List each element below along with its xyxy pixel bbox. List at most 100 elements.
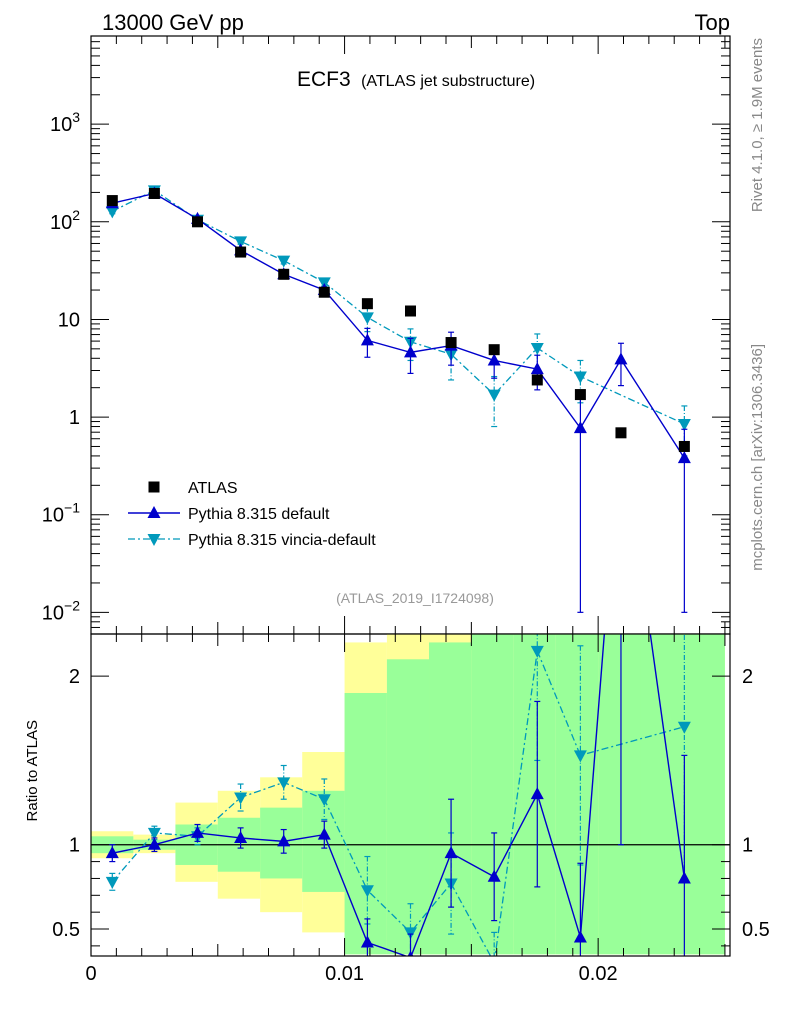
mcplots-label: mcplots.cern.ch [arXiv:1306.3436]	[749, 344, 766, 571]
main-data-layer	[105, 185, 691, 613]
ratio-point-pythia-default	[317, 827, 331, 840]
x-tick-label: 0.01	[325, 963, 364, 985]
legend-marker-atlas	[148, 481, 160, 493]
ratio-point-pythia-vincia	[488, 958, 501, 970]
y-tick-label: 10	[58, 309, 80, 331]
y-tick-label-exponent: 2	[72, 207, 80, 223]
point-pythia-default	[614, 352, 628, 365]
point-pythia-vincia	[573, 371, 587, 384]
ratio-data-layer	[91, 634, 730, 970]
y-tick-label-base: 1	[69, 407, 80, 429]
legend: ATLAS Pythia 8.315 default Pythia 8.315 vi…	[128, 480, 376, 549]
ratio-band-inner	[640, 634, 725, 955]
point-atlas	[278, 268, 290, 280]
ratio-point-pythia-vincia	[105, 876, 119, 889]
point-atlas	[361, 298, 373, 310]
point-atlas	[488, 344, 500, 356]
point-pythia-default	[360, 333, 374, 346]
point-pythia-default	[404, 345, 417, 358]
ratio-point-pythia-default	[573, 930, 587, 943]
ratio-y-tick-label-right: 0.5	[742, 919, 770, 941]
ratio-line-pythia-default	[112, 634, 686, 956]
point-pythia-vincia	[530, 342, 544, 355]
ratio-point-pythia-default	[147, 837, 161, 850]
ratio-band-inner	[598, 634, 641, 955]
ratio-frame	[90, 633, 731, 957]
point-atlas	[531, 374, 543, 386]
point-pythia-vincia	[234, 236, 248, 249]
y-tick-label: 10−1	[42, 500, 80, 527]
ratio-band-inner	[386, 659, 430, 955]
point-pythia-default	[677, 451, 691, 464]
ratio-y-tick-label-right: 1	[742, 835, 753, 857]
process-label: Top	[695, 10, 730, 35]
ratio-point-pythia-default	[677, 871, 691, 884]
point-pythia-default	[487, 353, 501, 366]
ratio-point-pythia-default	[234, 830, 248, 843]
y-tick-label-base: 10	[50, 114, 72, 136]
point-atlas	[106, 195, 118, 207]
y-tick-label: 1	[69, 407, 80, 429]
y-tick-label-exponent: 3	[72, 109, 80, 125]
ratio-band-inner	[471, 634, 514, 955]
point-atlas	[405, 305, 416, 317]
series-line-pythia-default	[112, 192, 685, 459]
y-tick-label-exponent: −2	[64, 597, 80, 613]
ratio-band-inner	[344, 693, 387, 955]
ratio-point-pythia-vincia	[573, 750, 587, 763]
point-pythia-vincia	[487, 389, 501, 402]
rivet-version-label: Rivet 4.1.0, ≥ 1.9M events	[749, 38, 766, 212]
ratio-point-pythia-vincia	[317, 794, 331, 807]
y-tick-label-base: 10	[58, 309, 80, 331]
ratio-point-pythia-vincia	[234, 792, 248, 805]
ratio-point-pythia-vincia	[360, 885, 374, 898]
point-pythia-vincia	[277, 255, 291, 268]
energy-label: 13000 GeV pp	[102, 10, 244, 35]
legend-marker-pythia-vincia	[147, 534, 161, 546]
y-tick-label-base: 10	[42, 505, 64, 527]
ratio-point-pythia-default	[530, 787, 544, 800]
ratio-point-pythia-default	[105, 846, 119, 859]
y-tick-label: 102	[50, 207, 80, 234]
y-tick-label-base: 10	[50, 212, 72, 234]
point-atlas	[192, 216, 203, 228]
ratio-band-inner	[302, 790, 345, 892]
ratio-point-pythia-default	[487, 869, 501, 882]
point-atlas	[148, 187, 160, 199]
ratio-point-pythia-default	[191, 825, 204, 838]
ratio-y-tick-label: 0.5	[52, 919, 80, 941]
point-atlas	[615, 427, 627, 439]
point-pythia-vincia	[105, 206, 119, 219]
ratio-y-tick-label: 2	[69, 666, 80, 688]
plot-title-main: ECF3	[297, 68, 351, 91]
ratio-axes: 0.5 0.5 1 1 2 2	[52, 634, 770, 956]
y-tick-label-exponent: −1	[64, 500, 80, 516]
ratio-point-pythia-default	[360, 935, 374, 948]
ratio-ylabel: Ratio to ATLAS	[24, 720, 41, 821]
plot-title: ECF3 (ATLAS jet substructure)	[297, 68, 535, 91]
ratio-point-pythia-vincia	[147, 827, 161, 840]
ratio-point-pythia-default	[444, 846, 458, 859]
y-tick-label-base: 10	[42, 602, 64, 624]
x-axis-labels: 0 0.01 0.02	[85, 963, 617, 985]
main-frame	[90, 35, 731, 635]
ratio-y-tick-label: 1	[69, 835, 80, 857]
ratio-panel: 0.5 0.5 1 1 2 2 Ratio to ATLAS	[24, 633, 770, 970]
point-pythia-vincia	[360, 312, 374, 325]
x-tick-label: 0.02	[579, 963, 618, 985]
point-pythia-vincia	[677, 418, 691, 431]
point-atlas	[574, 389, 586, 401]
ratio-point-pythia-vincia	[404, 927, 417, 940]
point-atlas	[445, 337, 457, 349]
point-atlas	[235, 246, 247, 258]
ratio-point-pythia-default	[407, 950, 414, 956]
ratio-point-pythia-vincia	[530, 645, 544, 658]
y-tick-label: 10−2	[42, 597, 80, 624]
point-atlas	[318, 286, 330, 298]
point-atlas	[678, 440, 690, 452]
legend-label: Pythia 8.315 default	[188, 506, 330, 523]
x-tick-label: 0	[85, 963, 96, 985]
legend-label: Pythia 8.315 vincia-default	[188, 532, 376, 549]
